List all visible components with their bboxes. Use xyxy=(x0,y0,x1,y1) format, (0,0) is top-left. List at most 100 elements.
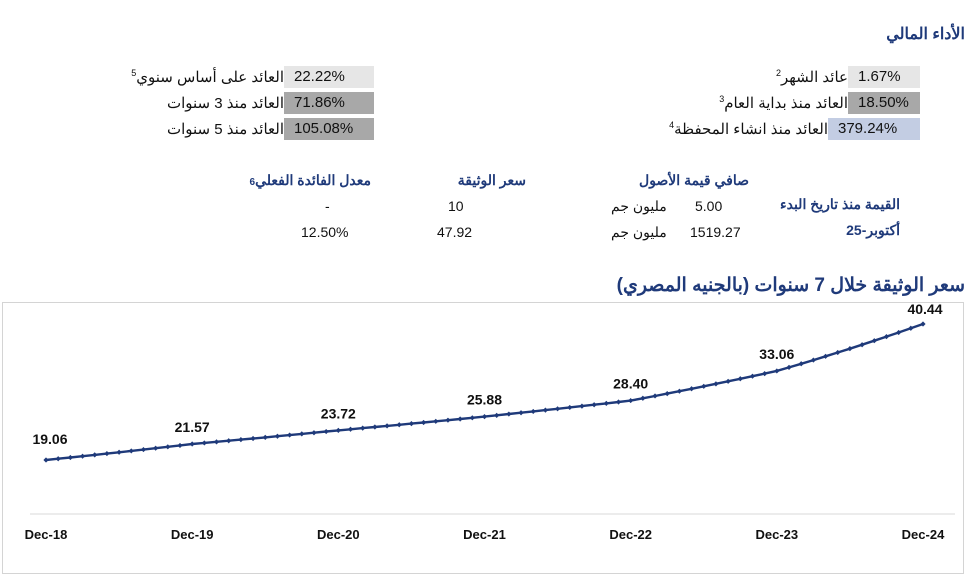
data-point xyxy=(55,456,61,462)
data-point xyxy=(920,321,926,327)
data-label: 40.44 xyxy=(907,301,942,317)
data-point xyxy=(494,412,500,418)
data-point xyxy=(189,441,195,447)
data-point xyxy=(603,400,609,406)
data-point xyxy=(774,368,780,374)
data-point xyxy=(140,446,147,453)
data-point xyxy=(79,453,86,459)
rate-header: معدل الفائدة الفعلي6 xyxy=(249,172,372,188)
data-point xyxy=(652,393,658,399)
rate-current: 12.50% xyxy=(301,224,349,240)
data-point xyxy=(640,395,646,401)
data-point xyxy=(213,439,220,445)
perf-label-annualized: العائد على أساس سنوي5 xyxy=(131,68,284,86)
data-point xyxy=(701,383,707,389)
perf-row-inception: 379.24% العائد منذ انشاء المحفظة4 xyxy=(665,118,920,140)
data-point xyxy=(847,346,853,352)
data-point xyxy=(238,437,244,443)
data-point xyxy=(871,338,877,344)
nav-start-unit: مليون جم xyxy=(611,198,667,214)
data-point xyxy=(92,452,98,458)
data-point xyxy=(591,402,597,408)
data-point xyxy=(250,435,256,442)
data-point xyxy=(883,334,890,340)
data-point xyxy=(786,364,792,370)
data-point xyxy=(859,342,865,348)
data-label: 28.40 xyxy=(613,376,648,392)
data-point xyxy=(725,378,731,384)
perf-value-5y: 105.08% xyxy=(284,118,374,140)
data-point xyxy=(384,423,390,429)
data-point xyxy=(433,418,439,424)
data-point xyxy=(835,349,841,356)
x-tick-label: Dec-23 xyxy=(756,527,799,542)
section-title: الأداء المالي xyxy=(886,26,965,43)
data-point xyxy=(506,411,512,417)
x-tick-label: Dec-20 xyxy=(317,527,360,542)
perf-label-inception: العائد منذ انشاء المحفظة4 xyxy=(669,120,828,138)
nav-current-unit: مليون جم xyxy=(611,224,667,240)
data-point xyxy=(299,431,305,437)
perf-row-annualized: 22.22% العائد على أساس سنوي5 xyxy=(127,66,374,88)
perf-value-month: 1.67% xyxy=(848,66,920,88)
data-point xyxy=(116,449,122,455)
data-point xyxy=(287,432,293,438)
data-point xyxy=(372,424,378,430)
price-start: 10 xyxy=(448,198,464,214)
data-label: 21.57 xyxy=(175,419,210,435)
data-point xyxy=(67,454,73,461)
perf-value-3y: 71.86% xyxy=(284,92,374,114)
x-tick-label: Dec-22 xyxy=(609,527,652,542)
data-point xyxy=(347,426,354,432)
data-point xyxy=(104,450,110,457)
data-point xyxy=(420,419,427,426)
chart-frame xyxy=(2,302,964,574)
data-label: 25.88 xyxy=(467,392,502,408)
nav-current-value: 1519.27 xyxy=(690,224,741,240)
rate-start: - xyxy=(325,198,330,214)
data-point xyxy=(128,448,134,454)
start-value-label: القيمة منذ تاريخ البدء xyxy=(780,196,900,212)
perf-row-ytd: 18.50% العائد منذ بداية العام3 xyxy=(715,92,920,114)
x-tick-label: Dec-24 xyxy=(902,527,945,542)
x-tick-label: Dec-21 xyxy=(463,527,506,542)
period-label: أكتوبر-25 xyxy=(846,222,900,238)
nav-start-value: 5.00 xyxy=(695,198,723,214)
data-point xyxy=(445,417,451,423)
price-current: 47.92 xyxy=(437,224,473,240)
perf-label-3y: العائد منذ 3 سنوات xyxy=(166,95,284,112)
perf-row-5y: 105.08% العائد منذ 5 سنوات xyxy=(163,118,374,140)
data-point xyxy=(201,440,207,446)
data-point xyxy=(542,407,549,413)
data-point xyxy=(530,408,536,415)
data-point xyxy=(165,444,171,450)
perf-value-annualized: 22.22% xyxy=(284,66,374,88)
data-point xyxy=(896,329,902,336)
chart-title: سعر الوثيقة خلال 7 سنوات (بالجنيه المصري… xyxy=(616,275,965,296)
data-point xyxy=(262,434,268,440)
data-point xyxy=(153,445,159,451)
data-point xyxy=(43,457,49,463)
data-point xyxy=(554,406,561,412)
data-point xyxy=(360,425,366,431)
x-tick-label: Dec-18 xyxy=(25,527,68,542)
perf-label-month: عائد الشهر2 xyxy=(775,68,848,86)
nav-header: صافي قيمة الأصول xyxy=(639,172,749,188)
data-point xyxy=(810,357,816,363)
perf-label-ytd: العائد منذ بداية العام3 xyxy=(719,94,848,112)
data-point xyxy=(518,410,524,416)
data-point xyxy=(688,386,695,392)
perf-value-inception: 379.24% xyxy=(828,118,920,140)
perf-row-3y: 71.86% العائد منذ 3 سنوات xyxy=(163,92,374,114)
perf-label-5y: العائد منذ 5 سنوات xyxy=(166,121,284,138)
perf-row-month: 1.67% عائد الشهر2 xyxy=(772,66,920,88)
data-label: 19.06 xyxy=(32,431,67,447)
data-label: 33.06 xyxy=(759,346,794,362)
data-point xyxy=(323,428,329,435)
data-point xyxy=(567,404,573,411)
data-point xyxy=(615,399,622,405)
data-point xyxy=(457,416,463,422)
data-point xyxy=(737,376,743,382)
data-point xyxy=(481,414,488,420)
data-point xyxy=(749,373,756,379)
